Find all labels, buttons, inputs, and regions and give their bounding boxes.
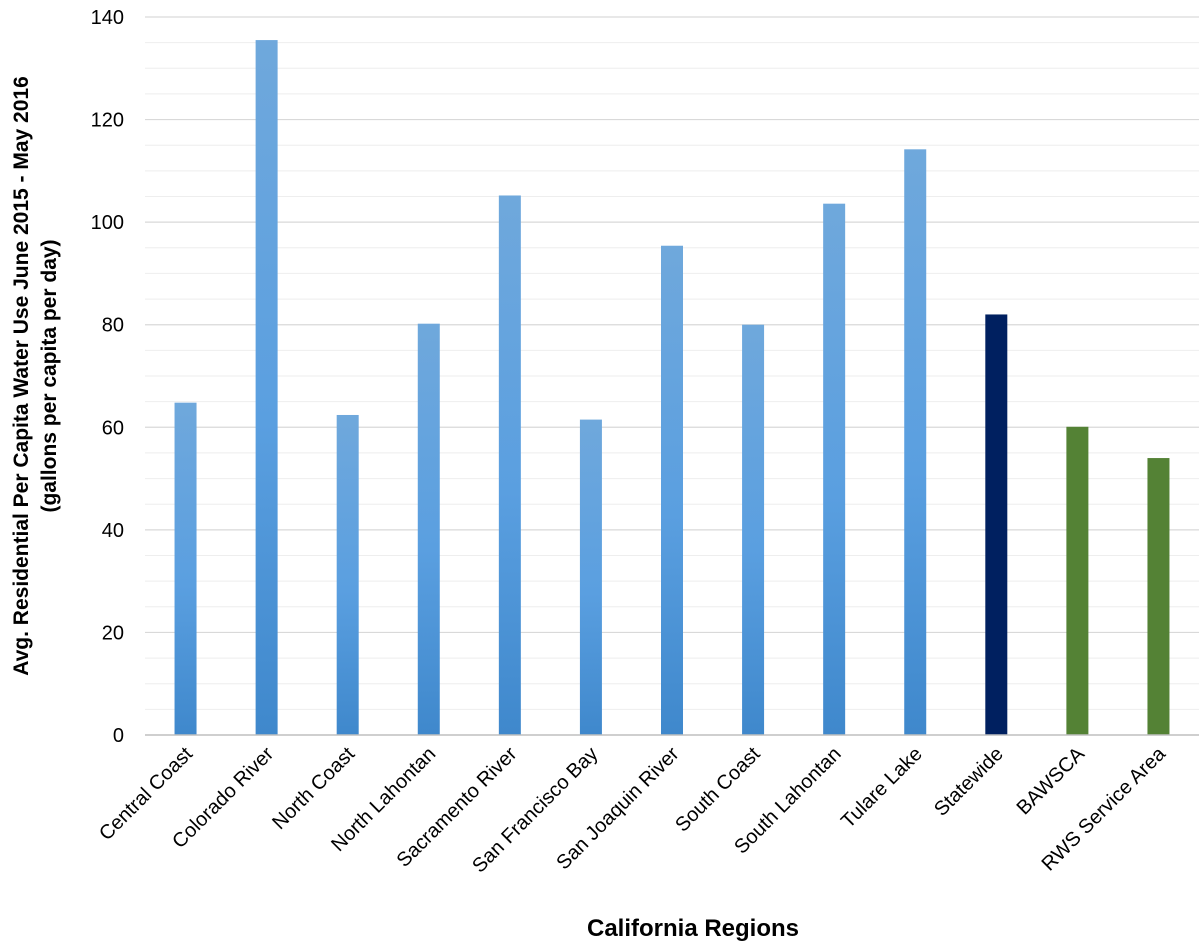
bar-bawsca	[1066, 426, 1089, 735]
x-tick-label: Tulare Lake	[837, 743, 927, 833]
x-tick-label: North Coast	[268, 743, 359, 834]
bar-san-joaquin-river	[661, 245, 683, 735]
bar-north-lahontan	[417, 323, 440, 735]
bar-central-coast	[174, 402, 197, 735]
y-tick-label: 100	[91, 212, 124, 234]
y-tick-label: 20	[102, 622, 124, 644]
bar-colorado-river	[255, 40, 278, 736]
x-axis-title: California Regions	[587, 915, 799, 942]
bars	[174, 40, 1170, 736]
x-tick-label: BAWSCA	[1013, 743, 1090, 820]
bar-tulare-lake	[904, 149, 927, 735]
y-axis-title-line-1: Avg. Residential Per Capita Water Use Ju…	[10, 76, 33, 676]
bar-statewide	[985, 314, 1008, 735]
y-tick-label: 40	[102, 520, 124, 542]
y-tick-label: 120	[91, 110, 124, 132]
y-axis-title-line-2: (gallons per capita per day)	[38, 239, 61, 512]
y-tick-label: 80	[102, 315, 124, 337]
y-tick-label: 0	[113, 725, 124, 747]
bar-sacramento-river	[498, 195, 521, 735]
bar-rws-service-area	[1147, 458, 1170, 735]
bar-south-coast	[742, 324, 765, 735]
bar-south-lahontan	[823, 203, 846, 735]
bar-north-coast	[336, 414, 359, 735]
y-tick-label: 140	[91, 7, 124, 29]
y-axis-title: Avg. Residential Per Capita Water Use Ju…	[10, 76, 61, 676]
bar-san-francisco-bay	[579, 419, 602, 735]
y-tick-label: 60	[102, 417, 124, 439]
y-tick-labels: 0 20 40 60 80 100 120 140	[91, 7, 124, 747]
x-tick-label: Statewide	[930, 743, 1008, 821]
